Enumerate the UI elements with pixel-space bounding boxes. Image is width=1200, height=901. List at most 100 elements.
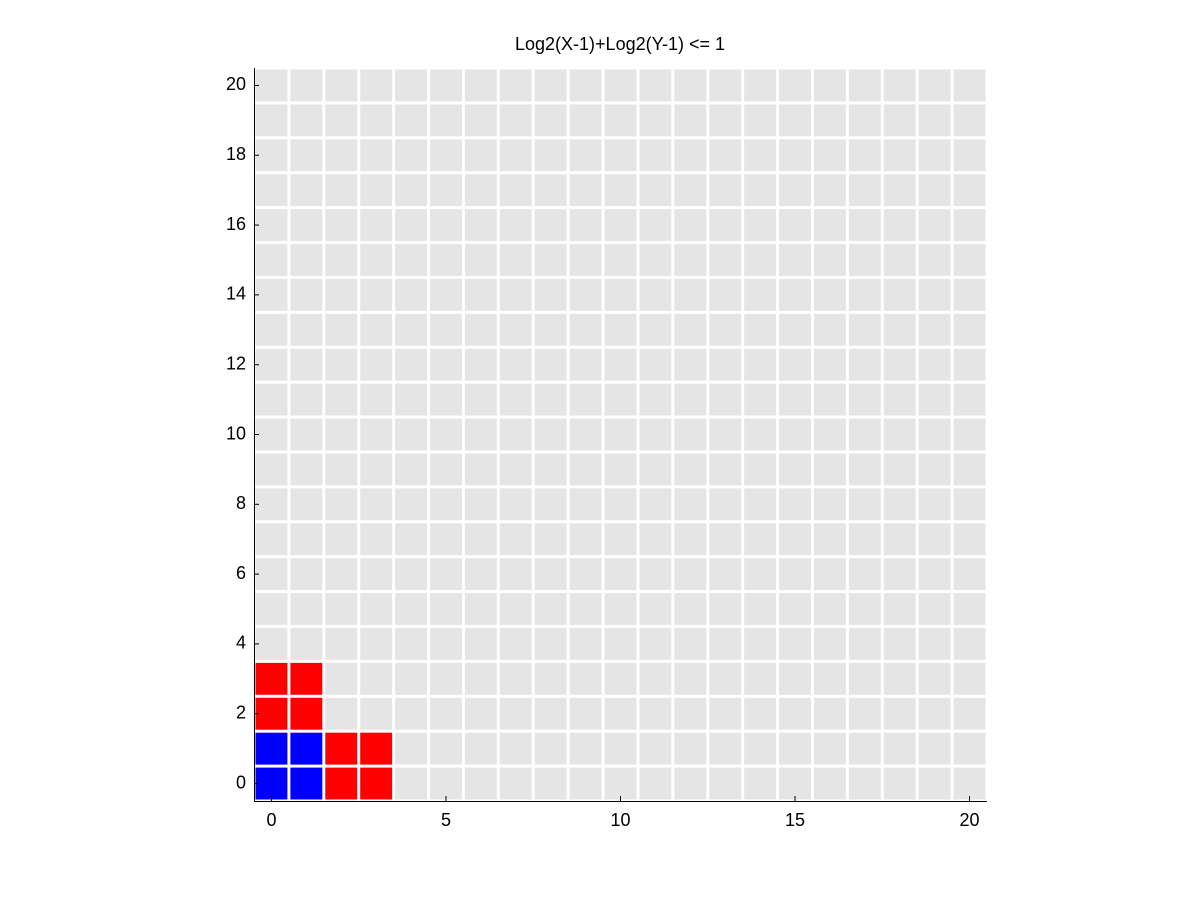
background-cell <box>709 348 742 381</box>
x-tick-label: 0 <box>266 810 276 830</box>
background-cell <box>569 174 602 207</box>
background-cell <box>464 453 497 486</box>
background-cell <box>848 383 881 416</box>
background-cell <box>395 278 428 311</box>
background-cell <box>813 453 846 486</box>
background-cell <box>848 488 881 521</box>
background-cell <box>290 488 323 521</box>
background-cell <box>360 348 393 381</box>
y-tick-label: 6 <box>236 563 246 583</box>
background-cell <box>709 69 742 102</box>
background-cell <box>883 418 916 451</box>
x-tick-label: 15 <box>785 810 805 830</box>
background-cell <box>255 523 288 556</box>
background-cell <box>325 348 358 381</box>
background-cell <box>744 313 777 346</box>
background-cell <box>604 278 637 311</box>
background-cell <box>430 209 462 242</box>
background-cell <box>290 244 323 276</box>
background-cell <box>290 453 323 486</box>
background-cell <box>604 244 637 276</box>
background-cell <box>744 174 777 207</box>
background-cell <box>534 453 567 486</box>
background-cell <box>779 662 811 695</box>
cell <box>255 732 288 765</box>
background-cell <box>430 278 462 311</box>
background-cell <box>430 488 462 521</box>
background-cell <box>744 69 777 102</box>
background-cell <box>639 488 672 521</box>
background-cell <box>499 69 532 102</box>
background-cell <box>883 244 916 276</box>
background-cell <box>709 174 742 207</box>
background-cell <box>848 627 881 660</box>
background-cell <box>290 558 323 591</box>
background-cell <box>534 627 567 660</box>
background-cell <box>534 732 567 765</box>
background-cell <box>395 558 428 591</box>
background-cell <box>534 69 567 102</box>
background-cell <box>395 174 428 207</box>
background-cell <box>569 244 602 276</box>
background-cell <box>395 593 428 625</box>
background-cell <box>604 697 637 730</box>
background-cell <box>709 488 742 521</box>
background-cell <box>499 767 532 800</box>
background-cell <box>290 523 323 556</box>
background-cell <box>709 662 742 695</box>
background-cell <box>744 348 777 381</box>
background-cell <box>674 69 707 102</box>
background-cell <box>604 558 637 591</box>
background-cell <box>325 453 358 486</box>
background-cell <box>534 174 567 207</box>
background-cell <box>430 593 462 625</box>
background-cell <box>325 244 358 276</box>
background-cell <box>255 383 288 416</box>
background-cell <box>883 488 916 521</box>
background-cell <box>325 662 358 695</box>
background-cell <box>604 453 637 486</box>
background-cell <box>709 418 742 451</box>
background-cell <box>395 313 428 346</box>
background-cell <box>360 244 393 276</box>
background-cell <box>744 139 777 172</box>
background-cell <box>464 174 497 207</box>
background-cell <box>360 662 393 695</box>
background-cell <box>604 523 637 556</box>
background-cell <box>360 278 393 311</box>
background-cell <box>464 209 497 242</box>
background-cell <box>430 697 462 730</box>
background-cell <box>290 174 323 207</box>
background-cell <box>848 662 881 695</box>
background-cell <box>883 767 916 800</box>
background-cell <box>255 418 288 451</box>
background-cell <box>918 593 951 625</box>
background-cell <box>499 104 532 137</box>
background-cell <box>848 558 881 591</box>
cell <box>325 767 358 800</box>
background-cell <box>534 767 567 800</box>
y-tick-label: 0 <box>236 772 246 792</box>
background-cell <box>430 418 462 451</box>
background-cell <box>813 732 846 765</box>
y-tick-label: 18 <box>226 144 246 164</box>
background-cell <box>395 767 428 800</box>
background-cell <box>779 453 811 486</box>
x-tick-label: 5 <box>441 810 451 830</box>
background-cell <box>569 418 602 451</box>
background-cell <box>464 313 497 346</box>
y-tick-label: 20 <box>226 74 246 94</box>
background-cell <box>953 767 986 800</box>
background-cell <box>813 418 846 451</box>
background-cell <box>813 383 846 416</box>
background-cell <box>709 627 742 660</box>
background-cell <box>255 488 288 521</box>
cell <box>360 732 393 765</box>
background-cell <box>464 523 497 556</box>
background-cell <box>639 453 672 486</box>
background-cell <box>813 488 846 521</box>
background-cell <box>918 313 951 346</box>
background-cell <box>395 418 428 451</box>
background-cell <box>953 697 986 730</box>
background-cell <box>604 348 637 381</box>
